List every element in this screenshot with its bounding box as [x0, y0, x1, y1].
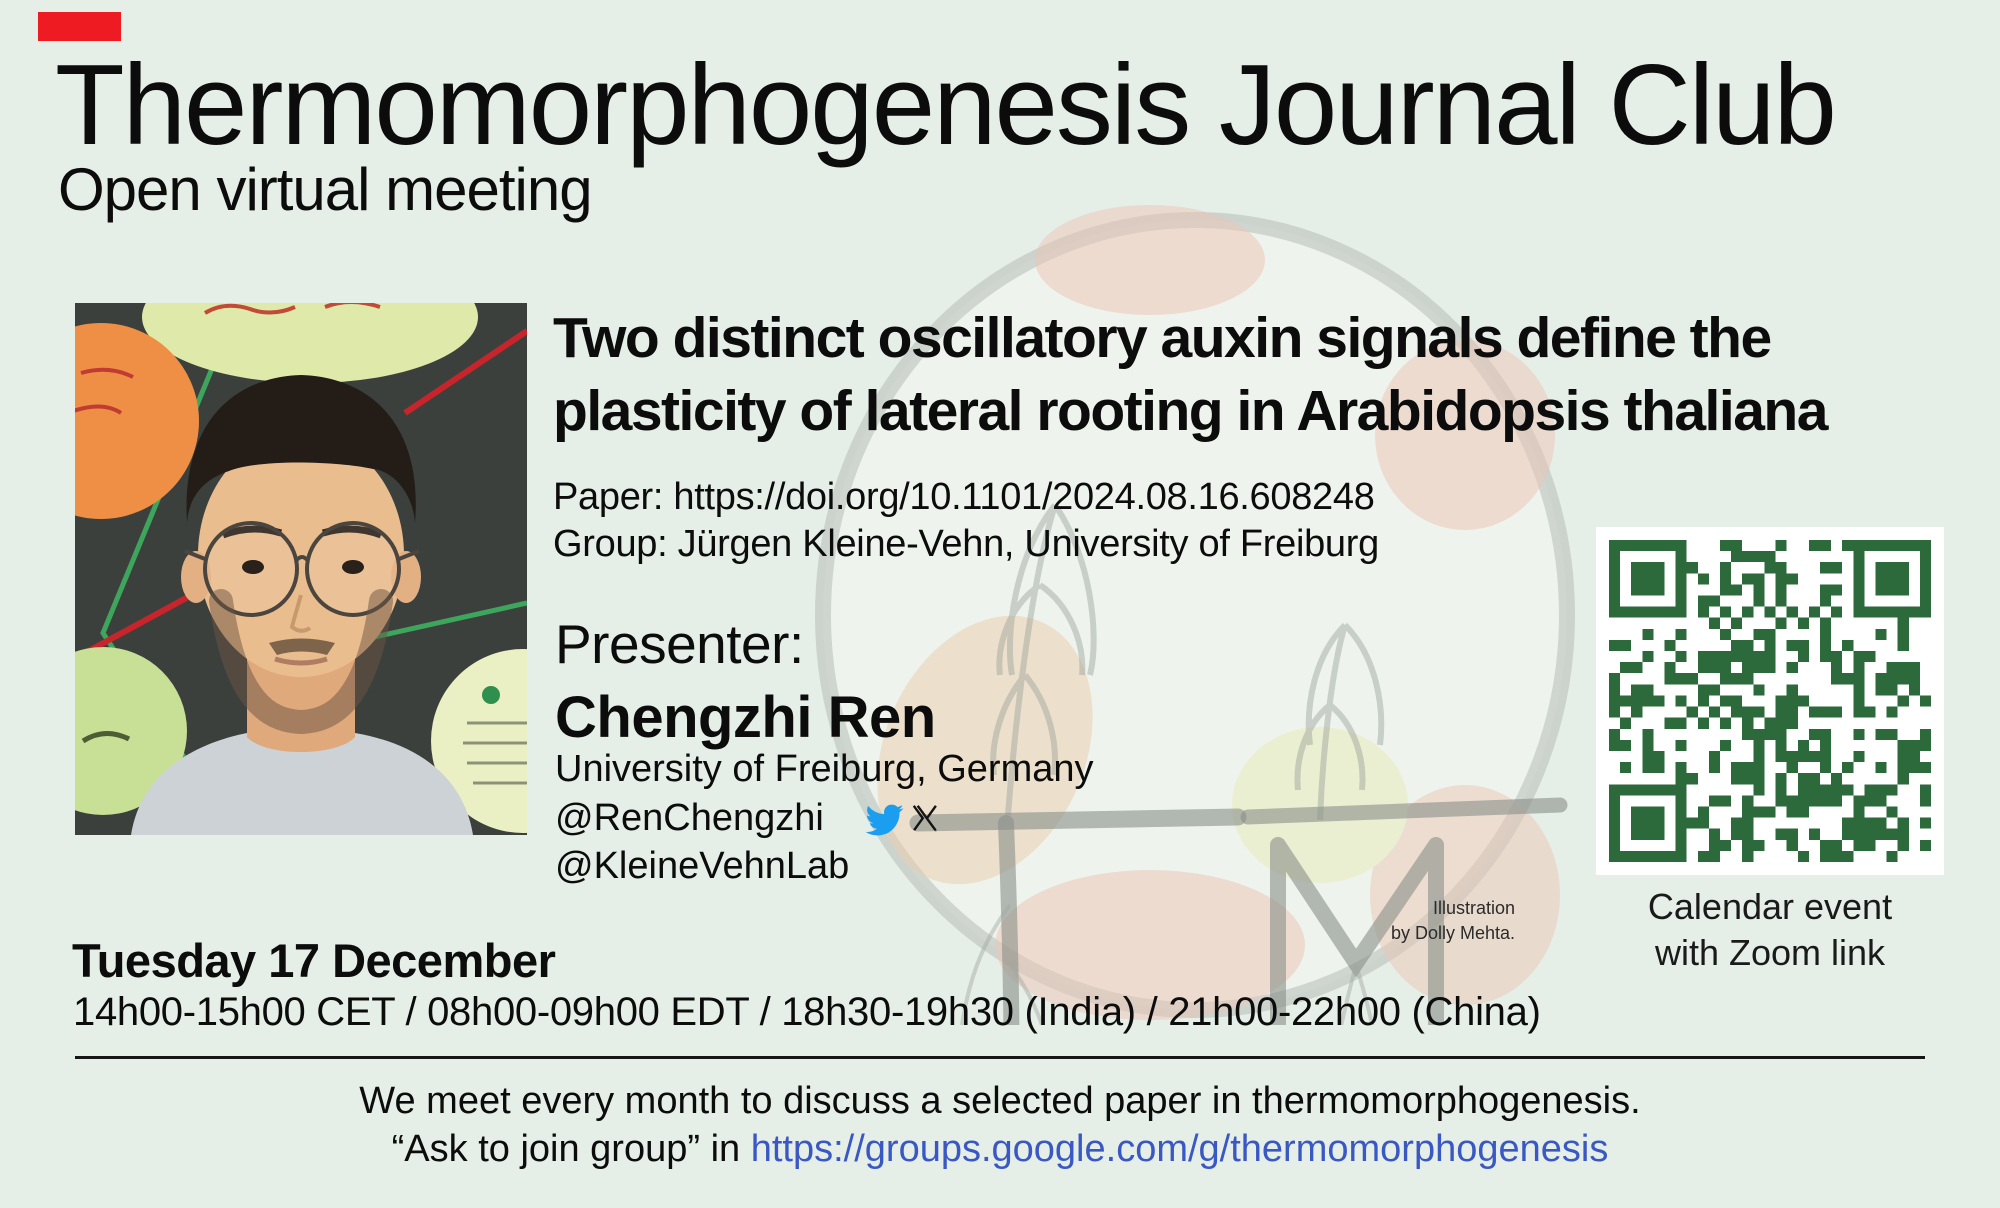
- footer-line2-prefix: “Ask to join group” in: [391, 1128, 751, 1170]
- footer-line1: We meet every month to discuss a selecte…: [359, 1080, 1641, 1122]
- event-date: Tuesday 17 December: [72, 934, 556, 987]
- qr-caption-line2: with Zoom link: [1654, 932, 1886, 973]
- red-marker: [38, 12, 121, 41]
- presenter-label: Presenter:: [555, 613, 804, 675]
- x-logo-icon: [912, 805, 937, 832]
- tm-logo-watermark: [815, 205, 1575, 1025]
- group-line: Group: Jürgen Kleine-Vehn, University of…: [553, 523, 1379, 565]
- event-times: 14h00-15h00 CET / 08h00-09h00 EDT / 18h3…: [73, 990, 1541, 1034]
- illustration-credit-line1: Illustration: [1432, 898, 1515, 918]
- illustration-credit-line2: by Dolly Mehta.: [1390, 923, 1515, 943]
- twitter-bird-icon: [865, 804, 904, 836]
- divider-rule: [75, 1056, 1925, 1059]
- page-title: Thermomorphogenesis Journal Club: [55, 42, 1837, 169]
- presenter-photo: [75, 303, 527, 835]
- page-subtitle: Open virtual meeting: [58, 156, 593, 223]
- twitter-handle-personal: @RenChengzhi: [555, 796, 824, 839]
- presenter-affiliation: University of Freiburg, Germany: [555, 748, 1094, 790]
- paper-doi-line: Paper: https://doi.org/10.1101/2024.08.1…: [553, 476, 1375, 518]
- qr-caption-line1: Calendar event: [1647, 886, 1893, 927]
- qr-code-pattern: [1609, 540, 1931, 862]
- qr-code: [1596, 527, 1944, 875]
- twitter-handle-lab: @KleineVehnLab: [555, 845, 850, 887]
- paper-meta: Paper: https://doi.org/10.1101/2024.08.1…: [553, 474, 1379, 568]
- qr-caption: Calendar event with Zoom link: [1596, 884, 1944, 976]
- google-groups-link[interactable]: https://groups.google.com/g/thermomorpho…: [750, 1128, 1609, 1170]
- illustration-credit: Illustration by Dolly Mehta.: [1240, 896, 1515, 946]
- handle-row: @RenChengzhi: [555, 796, 940, 840]
- paper-title: Two distinct oscillatory auxin signals d…: [553, 306, 1828, 443]
- presenter-name: Chengzhi Ren: [555, 685, 936, 750]
- footer-line2: “Ask to join group” in https://groups.go…: [0, 1128, 2000, 1171]
